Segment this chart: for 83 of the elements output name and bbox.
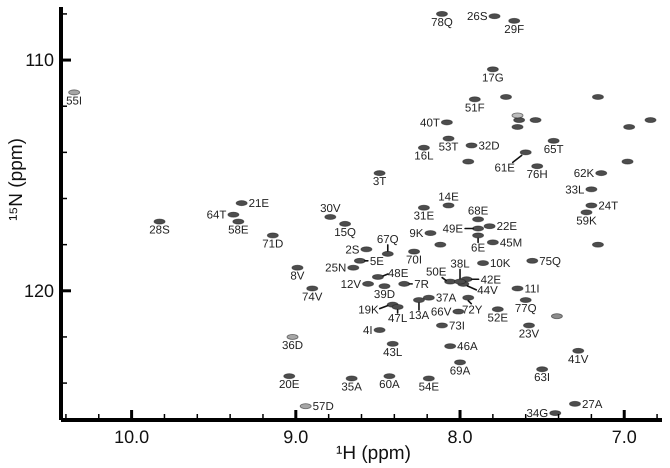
x-tick-label: 10.0 (114, 427, 150, 447)
annotation: 17G (482, 72, 504, 84)
annotation: 68E (468, 205, 489, 218)
annotation: 44V (477, 284, 498, 297)
annotation: 41V (568, 354, 589, 366)
annotation: 19K (358, 304, 380, 317)
annotation: 21E (248, 198, 270, 210)
annotation: 42E (480, 274, 502, 286)
annotation: 20E (279, 379, 300, 392)
annotation: 65T (544, 144, 564, 156)
annotation: 48E (388, 268, 409, 280)
annotation: 13A (408, 310, 430, 322)
annotation: 71D (262, 238, 284, 250)
annotation: 60A (379, 379, 400, 392)
annotation: 70I (406, 254, 422, 267)
annotation: 28S (149, 224, 170, 237)
annotation: 25N (325, 262, 346, 275)
annotation: 36D (282, 340, 304, 352)
annotation: 33L (565, 184, 585, 196)
annotation: 45M (500, 237, 522, 250)
annotation: 46A (457, 341, 478, 354)
annotation: 49E (442, 223, 464, 236)
annotation: 2S (345, 244, 360, 256)
annotation: 66V (430, 306, 452, 319)
y-axis-title: ¹⁵N (ppm) (6, 138, 27, 221)
annotation: 73I (448, 320, 465, 332)
annotation: 32D (478, 140, 500, 152)
annotation: 9K (409, 228, 424, 240)
annotation: 14E (438, 191, 460, 204)
annotation: 75Q (539, 256, 562, 268)
annotation: 39D (374, 289, 396, 302)
annotation: 12V (340, 278, 362, 291)
annotation: 16L (414, 150, 434, 163)
annotation: 63I (534, 372, 550, 384)
annotation: 57D (312, 401, 334, 414)
annotation: 50E (426, 266, 447, 279)
annotation: 62K (574, 168, 595, 180)
annotation: 34G (526, 408, 548, 420)
annotation: 15Q (334, 226, 356, 239)
x-tick-label: 8.0 (448, 427, 473, 447)
annotation: 69A (450, 365, 471, 378)
annotation: 3T (372, 176, 386, 188)
annotation: 6E (471, 242, 486, 254)
annotation: 5E (370, 256, 384, 268)
annotation: 59K (576, 215, 598, 228)
annotation: 76H (526, 169, 548, 182)
annotation: 24T (598, 200, 618, 212)
annotation: 53T (438, 142, 458, 154)
annotation: 77Q (514, 303, 537, 316)
annotation: 52E (488, 312, 508, 324)
annotation: 7R (414, 278, 429, 291)
annotation: 22E (496, 221, 518, 234)
x-axis-title: ¹H (ppm) (336, 443, 411, 464)
annotation: 67Q (376, 234, 399, 246)
annotation: 37A (436, 292, 457, 305)
annotation: 8V (290, 270, 305, 283)
y-tick-label: 120 (24, 280, 54, 301)
x-tick-label: 9.0 (283, 427, 308, 447)
annotation: 55I (66, 95, 82, 108)
annotation: 23V (518, 328, 540, 340)
annotation: 43L (383, 346, 403, 359)
annotation: 11I (524, 283, 540, 296)
annotation: 54E (418, 381, 440, 394)
annotation: 47L (388, 312, 408, 325)
annotation: 51F (464, 102, 485, 114)
annotation: 40T (420, 117, 440, 130)
annotation: 27A (582, 398, 603, 411)
annotation: 30V (320, 202, 341, 215)
annotation: 38L (450, 258, 470, 271)
x-tick-label: 7.0 (612, 427, 637, 447)
annotation: 26S (467, 11, 488, 24)
annotation: 78Q (431, 16, 453, 29)
annotation: 31E (414, 210, 434, 223)
annotation: 4I (362, 325, 373, 338)
y-tick-label: 110 (25, 50, 54, 70)
annotation: 72Y (462, 304, 483, 317)
annotation: 29F (504, 24, 524, 36)
annotation: 10K (490, 258, 511, 270)
annotation: 64T (206, 210, 226, 222)
annotation: 61E (494, 162, 516, 174)
annotation: 58E (228, 224, 249, 237)
annotation: 74V (302, 291, 323, 304)
annotation: 35A (341, 381, 362, 394)
